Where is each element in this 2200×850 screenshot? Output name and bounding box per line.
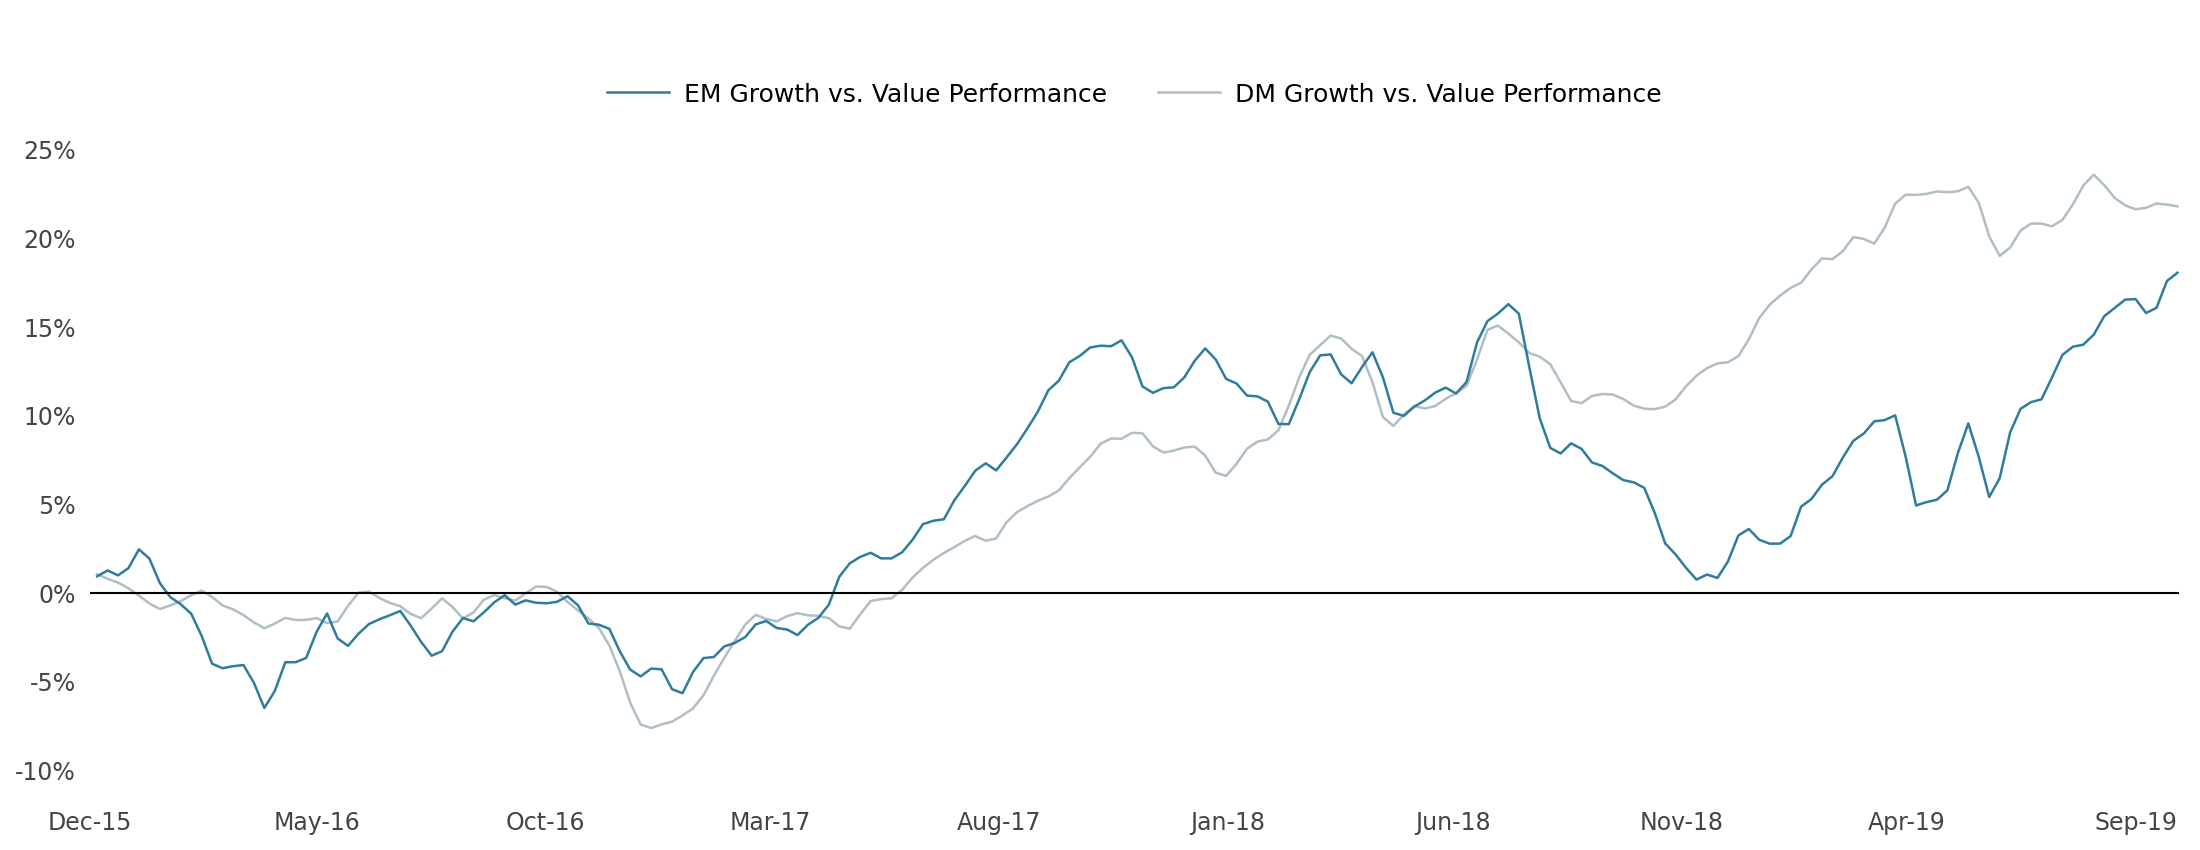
Legend: EM Growth vs. Value Performance, DM Growth vs. Value Performance: EM Growth vs. Value Performance, DM Grow…	[596, 72, 1672, 117]
Line: EM Growth vs. Value Performance: EM Growth vs. Value Performance	[97, 273, 2178, 708]
Line: DM Growth vs. Value Performance: DM Growth vs. Value Performance	[97, 174, 2178, 728]
